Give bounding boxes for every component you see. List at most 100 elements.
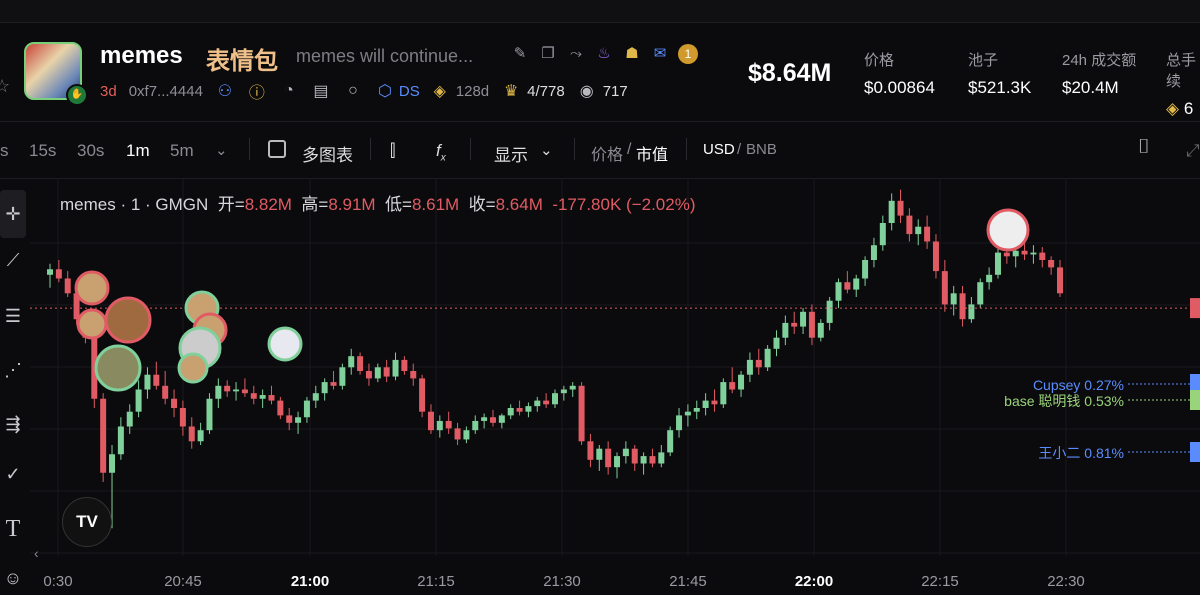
interval-15s[interactable]: 15s	[29, 141, 57, 160]
crown-icon: ♛	[503, 83, 519, 100]
candle-body	[445, 420, 452, 429]
slash-text: /	[627, 141, 632, 158]
pattern-icon[interactable]: ⋰	[4, 360, 22, 380]
multi-chart-checkbox[interactable]	[268, 140, 286, 158]
fib-lines-icon[interactable]: ☰	[4, 306, 22, 326]
flame-icon[interactable]: ♨	[597, 45, 611, 62]
emoji-icon[interactable]: ☺	[3, 568, 23, 588]
multi-chart-label[interactable]: 多图表	[302, 146, 353, 165]
candle-body	[374, 367, 381, 379]
candle-body	[507, 408, 514, 416]
wallet-label-smart-money[interactable]: base 聪明钱 0.53%	[1004, 393, 1124, 409]
copy-icon[interactable]: ❐	[541, 45, 555, 62]
market-cap-value: $8.64M	[748, 59, 832, 87]
views-value: 717	[602, 82, 628, 100]
display-chevron-icon[interactable]: ⌄	[540, 142, 553, 159]
stat-value: $20.4M	[1062, 78, 1119, 97]
mcap-toggle[interactable]: 市值	[636, 147, 669, 164]
camera-icon[interactable]: ⌷	[1138, 136, 1150, 158]
trader-avatar-bubble	[177, 352, 209, 384]
chat-icon[interactable]: ✉	[653, 45, 667, 62]
chart-toolbar: s 15s 30s 1m 5m ⌄ 多图表 ⫿ fx 显示 ⌄ 价格 / 市值 …	[0, 121, 1200, 179]
brush-icon[interactable]: ✓	[5, 464, 21, 484]
notification-badge[interactable]: 1	[678, 44, 698, 64]
price-toggle[interactable]: 价格	[591, 147, 624, 164]
wallet-label-wangxiaoer[interactable]: 王小二 0.81%	[1038, 445, 1124, 461]
interval-5m[interactable]: 5m	[170, 141, 194, 160]
candle-body	[667, 430, 674, 453]
wallet-level-marker	[1190, 442, 1200, 462]
trader-avatar-bubble	[104, 296, 152, 344]
candle-body	[817, 322, 824, 338]
share-icon[interactable]: ⤳	[569, 45, 582, 62]
message-icon[interactable]: ▤	[313, 83, 329, 100]
header-actions: ✎ ❐ ⤳ ♨ ☗ ✉ 1	[510, 44, 698, 64]
community-icon[interactable]: ☗	[625, 45, 639, 62]
holders-icon[interactable]: ⚇	[217, 83, 233, 100]
candle-type-icon[interactable]: ⫿	[390, 141, 396, 160]
chart-trend-icon[interactable]: ◔	[284, 82, 294, 99]
candle-body	[498, 415, 505, 423]
divider	[686, 138, 687, 160]
verified-hand-icon: ✋	[66, 84, 88, 106]
candle-body	[454, 428, 461, 440]
contract-address[interactable]: 0xf7...4444	[128, 82, 203, 100]
currency-bnb[interactable]: BNB	[746, 141, 777, 158]
interval-30s[interactable]: 30s	[77, 141, 105, 160]
indicators-fx-icon[interactable]: fx	[436, 141, 446, 164]
stat-pool: 池子 $521.3K	[968, 49, 1031, 98]
crosshair-icon[interactable]: ✛	[0, 190, 26, 238]
stat-fees: 总手续 ◈ 6	[1166, 49, 1200, 119]
candle-body	[348, 356, 355, 368]
candle-body	[135, 389, 142, 412]
rank-value: 4/778	[527, 82, 565, 100]
candle-body	[117, 426, 124, 455]
token-avatar[interactable]	[24, 42, 82, 100]
ds-label[interactable]: DS	[398, 82, 420, 100]
candle-body	[587, 441, 594, 460]
wallet-label-cupsey[interactable]: Cupsey 0.27%	[1032, 377, 1124, 393]
x-tick-label: 21:30	[543, 573, 581, 590]
trendline-icon[interactable]: ⟋	[6, 250, 20, 270]
trader-avatar-bubble	[94, 344, 142, 392]
text-tool-icon[interactable]: T	[5, 516, 21, 542]
candle-body	[738, 374, 745, 390]
interval-more-chevron-icon[interactable]: ⌄	[215, 142, 228, 159]
x-tick-label: 21:45	[669, 573, 707, 590]
expand-icon[interactable]: ⤢	[1186, 141, 1200, 160]
display-menu[interactable]: 显示	[494, 146, 528, 165]
x-tick-label: 20:45	[164, 573, 202, 590]
search-icon[interactable]: ○	[348, 82, 358, 99]
candle-body	[941, 271, 948, 305]
candle-body	[357, 356, 364, 371]
favorite-star-icon[interactable]: ☆	[0, 76, 11, 96]
collapse-chevron-icon[interactable]: ‹	[34, 545, 39, 561]
candle-body	[977, 282, 984, 305]
warning-icon[interactable]: ⓘ	[248, 85, 265, 102]
interval-s[interactable]: s	[0, 141, 9, 160]
legend-open-label: 开=	[217, 195, 245, 214]
candle-body	[746, 359, 753, 375]
dex-shield-icon[interactable]: ⬡	[377, 83, 392, 100]
candle-body	[295, 417, 302, 423]
tradingview-logo[interactable]: TV	[62, 497, 112, 547]
interval-1m[interactable]: 1m	[126, 141, 150, 160]
stat-label: 总手续	[1166, 52, 1197, 90]
candle-body	[915, 226, 922, 235]
legend-symbol: memes · 1 · GMGN	[60, 195, 209, 214]
divider	[574, 138, 575, 160]
candle-body	[560, 389, 567, 394]
candle-body	[968, 304, 975, 320]
price-chart[interactable]: 0:30 20:45 21:00 21:15 21:30 21:45 22:00 22:15 2…	[30, 178, 1200, 595]
measure-icon[interactable]: ⇶	[5, 414, 21, 434]
x-tick-label: 21:15	[417, 573, 455, 590]
token-days: 128d	[455, 82, 490, 100]
candle-body	[844, 282, 851, 290]
candle-body	[339, 367, 346, 386]
wallet-level-marker	[1190, 390, 1200, 410]
currency-usd[interactable]: USD	[703, 141, 735, 158]
candle-body	[1057, 267, 1063, 294]
candle-body	[525, 406, 532, 412]
token-name: memes	[100, 42, 183, 69]
edit-icon[interactable]: ✎	[513, 45, 527, 62]
